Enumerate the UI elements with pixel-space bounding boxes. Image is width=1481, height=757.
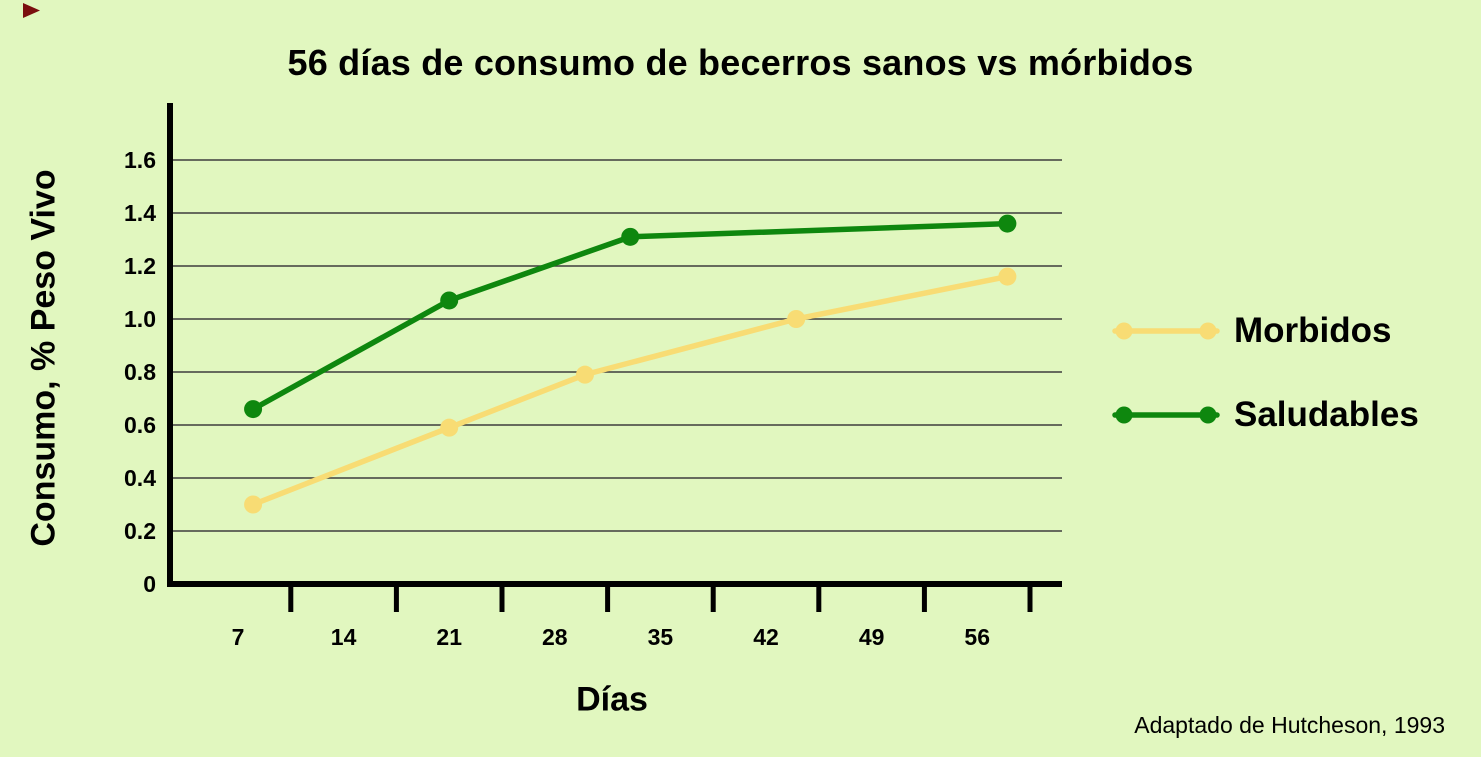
morbidos-data-point xyxy=(244,495,263,514)
morbidos-data-point xyxy=(575,365,594,384)
x-tick-label: 28 xyxy=(542,624,568,650)
x-tick-label: 7 xyxy=(232,624,245,650)
saludables-data-point xyxy=(998,214,1017,233)
saludables-line xyxy=(250,220,1011,412)
saludables-data-point xyxy=(244,400,263,419)
y-tick-label: 1.2 xyxy=(124,253,156,279)
y-tick-label: 0.8 xyxy=(124,359,156,385)
legend-label-saludables: Saludables xyxy=(1234,395,1419,434)
x-tick-label: 49 xyxy=(859,624,885,650)
y-tick-label: 0.4 xyxy=(124,465,156,491)
y-tick-label: 1.0 xyxy=(124,306,156,332)
y-tick-label: 0 xyxy=(143,571,156,597)
morbidos-data-point xyxy=(998,267,1017,286)
y-tick-label: 0.6 xyxy=(124,412,156,438)
y-tick-label: 0.2 xyxy=(124,518,156,544)
x-tick-label: 42 xyxy=(753,624,779,650)
x-tick-label: 14 xyxy=(331,624,357,650)
morbidos-line xyxy=(250,273,1011,508)
y-tick-label: 1.4 xyxy=(124,200,156,226)
corner-triangle-icon xyxy=(23,3,40,18)
chart-title: 56 días de consumo de becerros sanos vs … xyxy=(287,42,1194,83)
source-citation: Adaptado de Hutcheson, 1993 xyxy=(1134,712,1445,738)
legend-item-saludables: Saludables xyxy=(1110,373,1419,457)
x-tick-label: 56 xyxy=(964,624,990,650)
saludables-data-point xyxy=(440,291,459,310)
saludables-data-point xyxy=(621,227,640,246)
morbidos-data-point xyxy=(787,310,806,328)
x-axis-title: Días xyxy=(576,680,648,719)
x-tick-label: 21 xyxy=(436,624,462,650)
morbidos-line-swatch xyxy=(1112,322,1220,340)
legend-label-morbidos: Morbidos xyxy=(1234,311,1392,350)
plot-area: 0 0.2 0.4 0.6 0.8 1.0 1.2 1.4 1.6 7 14 21 28 35 42 49 56 xyxy=(124,103,1062,650)
saludables-line-swatch xyxy=(1112,406,1220,424)
x-tick-label: 35 xyxy=(648,624,674,650)
legend-item-morbidos: Morbidos xyxy=(1110,289,1419,373)
legend: Morbidos Saludables xyxy=(1110,289,1419,457)
y-tick-label: 1.6 xyxy=(124,147,156,173)
morbidos-data-point xyxy=(440,418,459,437)
